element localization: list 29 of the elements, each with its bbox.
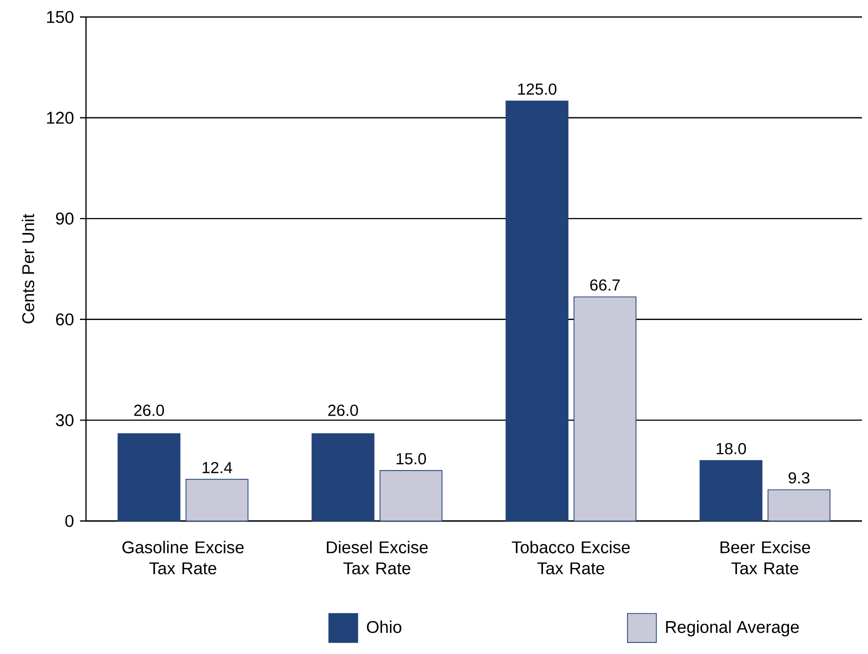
bar (506, 100, 568, 522)
data-label: 26.0 (328, 404, 358, 416)
y-tick-label: 90 (56, 212, 74, 225)
data-label: 66.7 (590, 279, 620, 291)
x-tick-label: Diesel Excise Tax Rate (326, 540, 428, 574)
y-tick-label: 0 (65, 514, 74, 528)
legend-label: Ohio (366, 620, 402, 634)
y-tick-label: 30 (56, 414, 74, 426)
bar (700, 460, 762, 522)
bar (768, 489, 830, 522)
data-label: 18.0 (716, 442, 746, 454)
bar (118, 433, 180, 522)
bar (574, 296, 636, 522)
data-label: 9.3 (788, 472, 810, 484)
bar (380, 470, 442, 522)
x-tick-label: Tobacco Excise Tax Rate (512, 540, 630, 574)
data-label: 26.0 (134, 404, 164, 416)
data-label: 15.0 (396, 453, 426, 464)
x-tick-label: Gasoline Excise Tax Rate (122, 540, 244, 574)
y-tick-label: 120 (47, 112, 74, 124)
legend-label: Regional Average (666, 620, 799, 636)
y-tick-label: 60 (56, 313, 74, 326)
data-label: 12.4 (202, 462, 232, 474)
y-tick-label: 150 (47, 10, 74, 24)
data-label: 125.0 (518, 83, 556, 95)
x-tick-label: Beer Excise Tax Rate (720, 540, 810, 574)
bar (186, 478, 248, 522)
bar (312, 433, 374, 522)
y-axis-title: Cents Per Unit (22, 214, 34, 324)
